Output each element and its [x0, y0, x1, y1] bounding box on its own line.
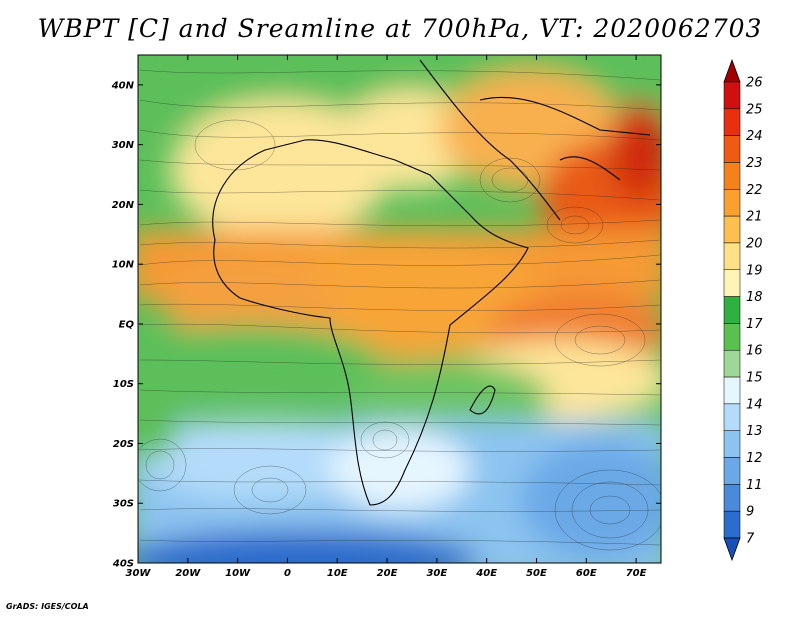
- lat-label: 30N: [112, 140, 135, 151]
- lon-label: 30W: [126, 568, 152, 579]
- colorbar-label: 11: [746, 478, 763, 493]
- lat-label: 10S: [113, 379, 134, 390]
- lon-label: 30E: [426, 568, 447, 579]
- colorbar-segment: [723, 135, 741, 163]
- colorbar-segment: [723, 510, 741, 539]
- lat-label: EQ: [119, 319, 135, 330]
- lon-label: 0: [284, 568, 291, 579]
- wbpt-field: [138, 55, 661, 563]
- colorbar-label: 26: [746, 76, 763, 91]
- lat-label: 20N: [112, 200, 135, 211]
- colorbar-label: 16: [746, 344, 763, 359]
- grads-credit: GrADS: IGES/COLA: [6, 602, 89, 611]
- lon-label: 20E: [377, 568, 398, 579]
- colorbar-segment: [723, 296, 741, 324]
- longitude-axis: 30W 20W 10W 0 10E 20E 30E 40E 50E 60E 70E: [126, 55, 647, 579]
- colorbar-label: 23: [746, 156, 763, 171]
- colorbar-label: 20: [746, 236, 763, 251]
- lat-label: 40S: [112, 559, 134, 570]
- lon-label: 10E: [327, 568, 348, 579]
- colorbar-label: 18: [746, 290, 763, 305]
- map-title: WBPT [C] and Sreamline at 700hPa, VT: 20…: [37, 14, 763, 43]
- colorbar-label: 19: [746, 263, 763, 278]
- lon-label: 50E: [526, 568, 547, 579]
- colorbar-top-triangle: [723, 58, 741, 83]
- colorbar-segment: [723, 242, 741, 271]
- lat-label: 40N: [111, 80, 135, 91]
- colorbar-segment: [723, 162, 741, 190]
- colorbar-label: 12: [746, 451, 763, 466]
- colorbar-label: 9: [746, 505, 754, 520]
- colorbar-segment: [723, 108, 741, 136]
- colorbar-bottom-triangle: [723, 537, 741, 562]
- lat-label: 30S: [113, 499, 134, 510]
- colorbar-segment: [723, 215, 741, 244]
- lon-label: 10W: [225, 568, 251, 579]
- lon-label: 60E: [576, 568, 597, 579]
- colorbar-segment: [723, 376, 741, 405]
- colorbar-segment: [723, 81, 741, 110]
- colorbar-segment: [723, 457, 741, 485]
- colorbar-segment: [723, 269, 741, 297]
- colorbar-label: 17: [746, 317, 763, 332]
- latitude-axis: 40N 30N 20N 10N EQ 10S 20S 30S 40S: [111, 80, 661, 570]
- colorbar-segment: [723, 189, 741, 217]
- colorbar-label: 24: [746, 129, 763, 144]
- colorbar-segment: [723, 349, 741, 378]
- colorbar-label: 22: [746, 183, 763, 198]
- colorbar-label: 25: [746, 102, 763, 117]
- colorbar-label: 7: [746, 532, 755, 547]
- colorbar-segment: [723, 323, 741, 351]
- colorbar: 26 25 24 23 22 21 20 19 18 17 16 15 14 13 12 11 9 7: [723, 58, 763, 562]
- colorbar-segment: [723, 403, 741, 431]
- streamlines: [138, 69, 661, 551]
- coastlines: [212, 59, 651, 506]
- colorbar-label: 14: [746, 397, 763, 412]
- map-frame: [137, 54, 662, 564]
- lon-label: 70E: [626, 568, 647, 579]
- colorbar-label: 15: [746, 371, 763, 386]
- lon-label: 20W: [175, 568, 201, 579]
- colorbar-segment: [723, 484, 741, 512]
- lat-label: 10N: [112, 260, 135, 271]
- colorbar-label: 13: [746, 424, 763, 439]
- colorbar-segment: [723, 430, 741, 458]
- lon-label: 40E: [475, 568, 497, 579]
- lat-label: 20S: [113, 439, 134, 450]
- colorbar-label: 21: [746, 210, 763, 225]
